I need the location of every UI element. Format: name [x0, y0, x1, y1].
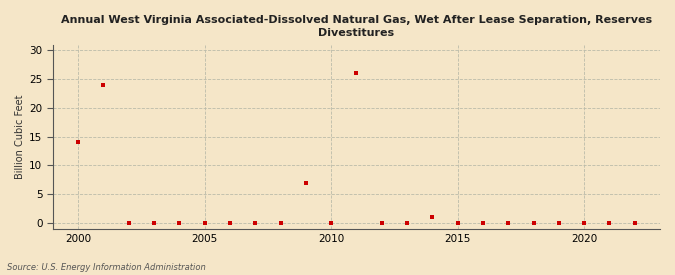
Point	[427, 215, 437, 219]
Point	[528, 221, 539, 225]
Point	[477, 221, 488, 225]
Point	[199, 221, 210, 225]
Point	[554, 221, 564, 225]
Text: Source: U.S. Energy Information Administration: Source: U.S. Energy Information Administ…	[7, 263, 205, 272]
Point	[73, 140, 84, 145]
Point	[629, 221, 640, 225]
Point	[377, 221, 387, 225]
Point	[250, 221, 261, 225]
Title: Annual West Virginia Associated-Dissolved Natural Gas, Wet After Lease Separatio: Annual West Virginia Associated-Dissolve…	[61, 15, 652, 38]
Point	[326, 221, 337, 225]
Point	[402, 221, 412, 225]
Point	[124, 221, 134, 225]
Point	[300, 180, 311, 185]
Point	[98, 82, 109, 87]
Point	[174, 221, 185, 225]
Point	[452, 221, 463, 225]
Point	[351, 71, 362, 76]
Point	[225, 221, 236, 225]
Point	[503, 221, 514, 225]
Y-axis label: Billion Cubic Feet: Billion Cubic Feet	[15, 94, 25, 179]
Point	[148, 221, 159, 225]
Point	[578, 221, 589, 225]
Point	[604, 221, 615, 225]
Point	[275, 221, 286, 225]
